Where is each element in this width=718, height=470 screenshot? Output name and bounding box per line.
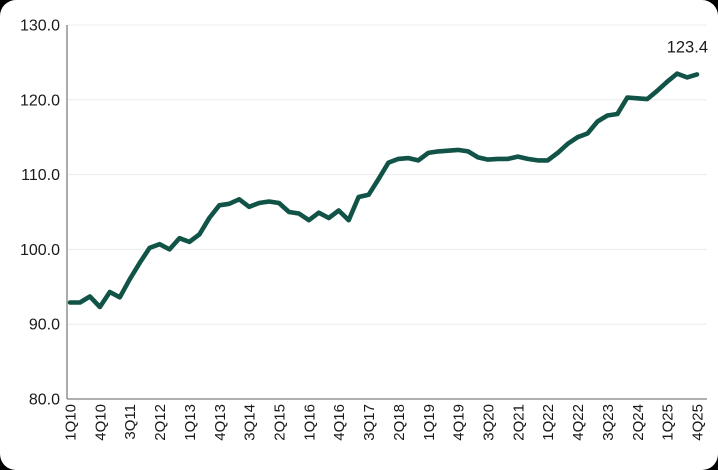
x-axis-tick-label: 2Q24	[630, 404, 647, 441]
x-axis-tick-label: 3Q17	[361, 404, 378, 441]
last-point-value-label: 123.4	[667, 38, 708, 56]
index-series-line	[67, 71, 700, 310]
x-axis-tick-label: 4Q22	[570, 404, 587, 441]
x-axis-tick-label: 1Q22	[540, 404, 557, 441]
x-axis-tick-label: 4Q25	[690, 404, 707, 441]
x-axis-tick-label: 2Q18	[391, 404, 408, 441]
x-axis-tick-label: 1Q19	[421, 404, 438, 441]
x-axis-tick-label: 3Q23	[600, 404, 617, 441]
y-axis-tick-label: 130.0	[20, 18, 60, 35]
y-axis-tick-label: 80.0	[29, 392, 60, 409]
x-axis-tick-label: 3Q11	[122, 404, 139, 440]
x-axis-tick-label: 4Q10	[92, 404, 109, 441]
x-axis-tick-label: 2Q15	[272, 404, 289, 441]
x-axis-tick-label: 4Q19	[451, 404, 468, 441]
x-axis-tick-label: 3Q20	[481, 404, 498, 441]
x-axis-tick-label: 1Q13	[182, 404, 199, 441]
x-axis-tick-label: 1Q10	[63, 404, 80, 441]
y-axis-tick-label: 110.0	[21, 167, 60, 184]
x-axis-tick-label: 2Q21	[510, 404, 527, 441]
x-axis-tick-label: 4Q13	[212, 404, 229, 441]
x-axis-tick-label: 1Q16	[301, 404, 318, 441]
x-axis-tick-label: 1Q25	[660, 404, 677, 441]
x-axis-tick-label: 2Q12	[152, 404, 169, 441]
x-axis-tick-label: 4Q16	[331, 404, 348, 441]
x-axis-tick-label: 3Q14	[242, 404, 259, 441]
y-axis-tick-label: 90.0	[29, 317, 60, 334]
y-axis-tick-label: 120.0	[20, 92, 60, 109]
y-axis-tick-label: 100.0	[20, 242, 60, 259]
